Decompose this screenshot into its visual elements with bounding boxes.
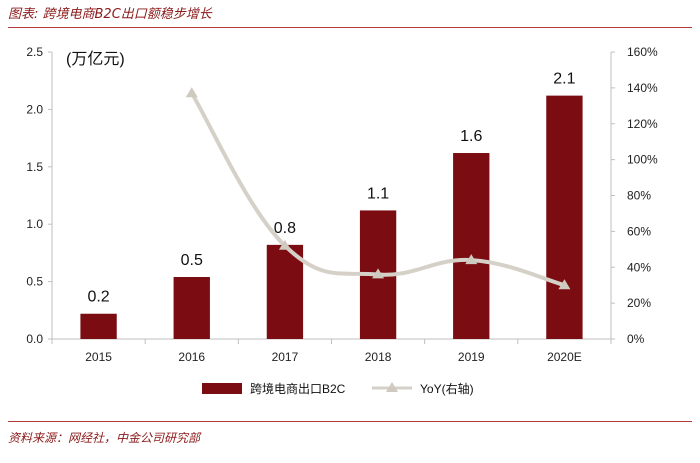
bar-value-label: 1.6 <box>460 128 482 145</box>
data-labels: 0.2 0.5 0.8 1.1 1.6 2.1 <box>87 71 575 306</box>
y-right-tick-label: 60% <box>627 224 651 238</box>
legend: 跨境电商出口B2C YoY(右轴) <box>202 381 474 396</box>
legend-line-label: YoY(右轴) <box>420 381 474 396</box>
legend-bar-label: 跨境电商出口B2C <box>250 381 346 396</box>
y-left-tick-label: 2.0 <box>26 102 43 116</box>
yoy-line <box>189 91 567 288</box>
y-right-tick-label: 0% <box>627 332 645 346</box>
x-tick-label: 2018 <box>365 350 392 364</box>
bar-value-label: 0.2 <box>87 289 109 306</box>
yoy-marker <box>558 279 571 290</box>
y-left-tick-label: 1.5 <box>26 160 43 174</box>
x-tick-label: 2019 <box>458 350 485 364</box>
yoy-marker <box>185 87 198 98</box>
yoy-marker <box>465 254 478 265</box>
y-left-tick-label: 1.0 <box>26 217 43 231</box>
y-left-tick-label: 0.5 <box>26 275 43 289</box>
x-tick-label: 2017 <box>272 350 299 364</box>
bar-series <box>80 95 583 340</box>
bar-value-label: 0.5 <box>181 252 203 269</box>
y-right-tick-label: 100% <box>627 153 658 167</box>
figure-title: 图表: 跨境电商B2C出口额稳步增长 <box>8 7 212 22</box>
yoy-marker <box>372 268 385 279</box>
bar-value-label: 2.1 <box>553 71 575 88</box>
legend-line-marker <box>386 382 398 392</box>
source-note: 资料来源：网经社，中金公司研究部 <box>8 431 201 445</box>
y-left-tick-label: 0.0 <box>26 332 43 346</box>
y-right-tick-label: 20% <box>627 296 651 310</box>
bar <box>80 313 117 339</box>
chart: 0.0 0.5 1.0 1.5 2.0 2.5 0% 20% 40% 60% 80% 100% 120%… <box>26 45 658 396</box>
bar <box>453 153 490 339</box>
y-right-tick-label: 40% <box>627 260 651 274</box>
legend-bar-swatch <box>202 383 242 394</box>
x-tick-label: 2015 <box>85 350 112 364</box>
y-right-tick-label: 160% <box>627 45 658 59</box>
x-tick-label: 2020E <box>547 350 582 364</box>
source-rule <box>8 421 692 422</box>
bar <box>173 277 210 339</box>
bar-value-label: 0.8 <box>274 220 296 237</box>
chart-axes: 0.0 0.5 1.0 1.5 2.0 2.5 0% 20% 40% 60% 80% 100% 120%… <box>26 45 658 364</box>
bar <box>546 95 583 340</box>
y-right-tick-label: 80% <box>627 189 651 203</box>
bar-value-label: 1.1 <box>367 185 389 202</box>
y-left-tick-label: 2.5 <box>26 45 43 59</box>
bar <box>266 244 304 339</box>
y-right-tick-label: 120% <box>627 117 658 131</box>
line-series <box>185 87 571 290</box>
title-rule <box>8 27 692 28</box>
x-tick-label: 2016 <box>178 350 205 364</box>
yoy-marker <box>278 239 291 250</box>
y-right-tick-label: 140% <box>627 81 658 95</box>
unit-label: (万亿元) <box>66 50 125 68</box>
